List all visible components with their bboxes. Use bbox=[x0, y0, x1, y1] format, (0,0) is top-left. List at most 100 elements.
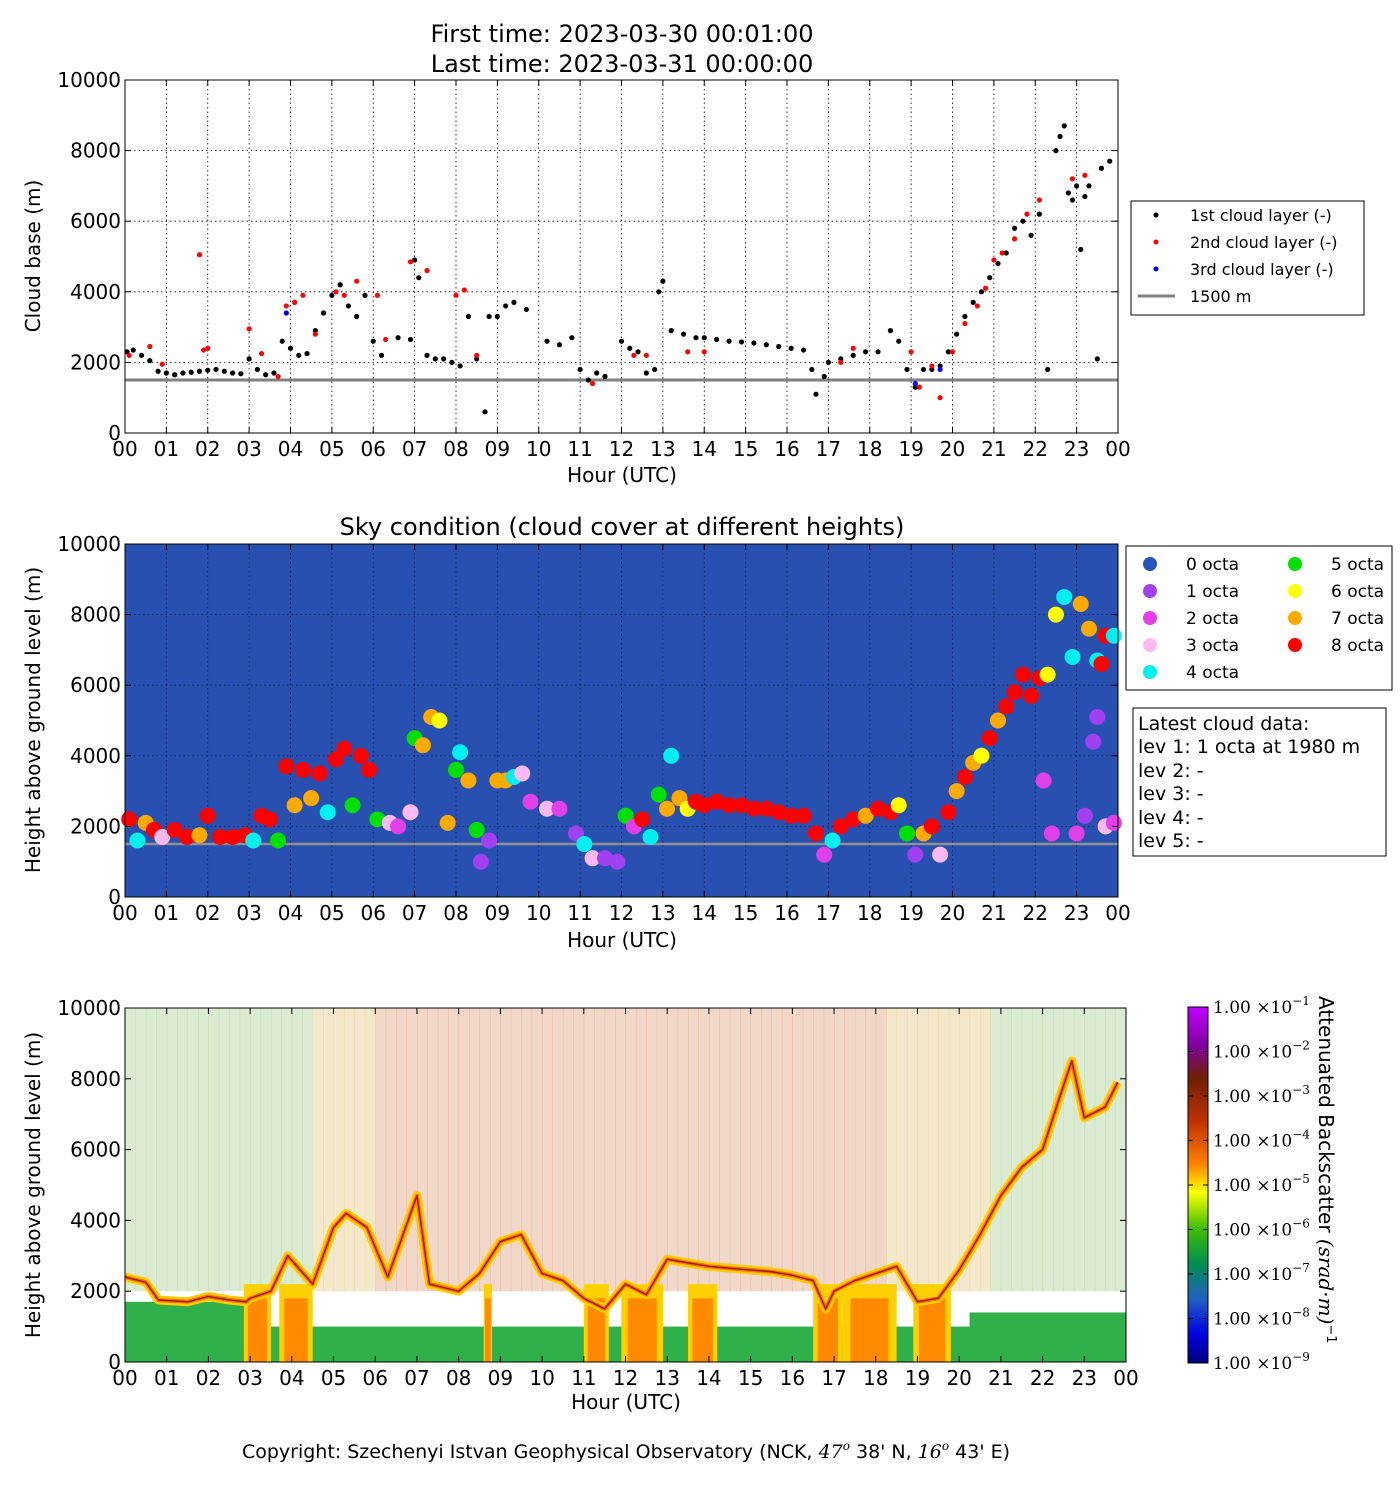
sky-octa-1-point bbox=[1076, 807, 1093, 824]
cloud-layer-1-point bbox=[1053, 148, 1059, 154]
cloud-layer-1-point bbox=[271, 370, 277, 376]
sky-condition-chart: Sky condition (cloud cover at different … bbox=[21, 513, 1393, 952]
boundary-layer-column bbox=[771, 1326, 783, 1362]
cloud-layer-2-point bbox=[275, 373, 281, 380]
sky-noise-column bbox=[854, 1008, 866, 1292]
boundary-layer-column bbox=[1042, 1312, 1054, 1362]
sky-noise-column bbox=[218, 1008, 230, 1292]
sky-octa-8-point bbox=[795, 807, 812, 824]
x-tick-label: 16 bbox=[774, 437, 799, 461]
sky-octa-2-point bbox=[551, 800, 568, 817]
sky-octa-8-point bbox=[721, 797, 738, 814]
sky-octa-2-point bbox=[1043, 825, 1060, 842]
sky-noise-column bbox=[729, 1008, 741, 1292]
x-tick-label: 02 bbox=[196, 1366, 221, 1390]
sky-noise-column bbox=[677, 1008, 689, 1292]
cloud-layer-1-point bbox=[978, 289, 985, 295]
cloud-layer-2-point bbox=[838, 359, 844, 365]
sky-octa-8-point bbox=[940, 804, 957, 821]
cloud-layer-2-point bbox=[701, 349, 707, 355]
sky-octa-8-point bbox=[336, 740, 353, 757]
boundary-layer-column bbox=[489, 1326, 501, 1362]
footer-lon-rest: 43' E) bbox=[949, 1441, 1010, 1463]
cloud-layer-1-point bbox=[1086, 183, 1092, 189]
sky-noise-column bbox=[312, 1008, 324, 1292]
cloud-layer-1-point bbox=[511, 299, 517, 305]
sky-noise-column bbox=[458, 1008, 470, 1292]
sky-noise-column bbox=[260, 1008, 272, 1292]
sky-octa-8-point bbox=[870, 800, 887, 817]
y-tick-label: 10000 bbox=[57, 68, 121, 92]
cloud-layer-1-point bbox=[776, 343, 782, 350]
cloud-layer-1-point bbox=[970, 299, 976, 305]
sky-octa-8-point bbox=[758, 800, 775, 817]
sky-octa-8-point bbox=[261, 811, 278, 828]
sky-octa-8-point bbox=[224, 828, 241, 845]
cloud-layer-1-point bbox=[1074, 183, 1080, 189]
octa-legend-label-2: 2 octa bbox=[1186, 609, 1239, 629]
cloud-base-x-axis-label: Hour (UTC) bbox=[567, 463, 677, 487]
cloud-layer-2-point bbox=[474, 352, 480, 358]
cloud-layer-1-point bbox=[863, 349, 869, 355]
sky-octa-8-point bbox=[179, 828, 196, 845]
sky-octa-1-point bbox=[1089, 708, 1106, 725]
colorbar-tick-exponent: −6 bbox=[1292, 1217, 1310, 1231]
cloud-layer-1-point bbox=[788, 345, 794, 351]
octa-legend-label-3: 3 octa bbox=[1186, 636, 1239, 656]
sky-noise-column bbox=[239, 1008, 251, 1292]
x-tick-label: 03 bbox=[237, 1366, 262, 1390]
sky-noise-column bbox=[270, 1008, 282, 1292]
cloud-layer-2-point bbox=[201, 347, 207, 353]
y-tick-label: 2000 bbox=[70, 350, 121, 374]
sky-octa-8-point bbox=[708, 793, 725, 810]
sky-octa-8-point bbox=[278, 758, 295, 775]
boundary-layer-column bbox=[427, 1326, 439, 1362]
cloud-layer-2-point bbox=[1011, 236, 1018, 242]
boundary-layer-column bbox=[667, 1326, 679, 1362]
sky-noise-column bbox=[364, 1008, 376, 1292]
sky-octa-2-point bbox=[816, 846, 833, 863]
sky-noise-column bbox=[510, 1008, 522, 1292]
sky-octa-8-point bbox=[832, 818, 849, 835]
cloud-layer-1-point bbox=[680, 331, 687, 337]
octa-legend-marker-0 bbox=[1143, 557, 1157, 571]
sky-noise-column bbox=[343, 1008, 355, 1292]
boundary-layer-column bbox=[980, 1312, 991, 1362]
x-tick-label: 09 bbox=[485, 437, 510, 461]
x-tick-label: 18 bbox=[863, 1366, 888, 1390]
x-tick-label: 14 bbox=[692, 901, 717, 925]
cloud-layer-2-point bbox=[383, 336, 389, 343]
sky-noise-column bbox=[1105, 1008, 1117, 1292]
cloud-layer-1-point bbox=[660, 278, 666, 284]
cloud-layer-2-point bbox=[147, 343, 153, 350]
sky-octa-3-point bbox=[402, 804, 419, 821]
x-tick-label: 07 bbox=[402, 437, 427, 461]
boundary-layer-column bbox=[802, 1326, 814, 1362]
sky-octa-2-point bbox=[1068, 825, 1085, 842]
cloud-layer-2-point bbox=[407, 259, 414, 265]
cloud-layer-1-point bbox=[1069, 197, 1076, 203]
boundary-layer-column bbox=[1084, 1312, 1096, 1362]
boundary-layer-column bbox=[969, 1312, 981, 1362]
sky-noise-column bbox=[562, 1008, 574, 1292]
cloud-layer-1-point bbox=[809, 366, 815, 373]
sky-noise-column bbox=[1094, 1008, 1106, 1292]
sky-noise-column bbox=[834, 1008, 845, 1292]
boundary-layer-column bbox=[552, 1326, 564, 1362]
backscatter-x-axis-label: Hour (UTC) bbox=[571, 1390, 681, 1414]
cloud-layer-1-point bbox=[287, 345, 294, 351]
octa-legend-label-5: 5 octa bbox=[1331, 555, 1384, 575]
boundary-layer-column bbox=[1021, 1312, 1033, 1362]
sky-noise-column bbox=[1053, 1008, 1064, 1292]
cloud-layer-1-point bbox=[1028, 232, 1034, 238]
cloud-layer-2-point bbox=[974, 303, 980, 309]
sky-octa-5-point bbox=[448, 761, 464, 778]
cloud-layer-1-point bbox=[887, 328, 894, 334]
sky-noise-column bbox=[156, 1008, 168, 1292]
sky-octa-4-point bbox=[1105, 627, 1122, 644]
y-tick-label: 0 bbox=[108, 885, 121, 909]
sky-noise-column bbox=[917, 1008, 929, 1292]
cloud-layer-2-point bbox=[643, 352, 649, 358]
sky-octa-7-point bbox=[990, 712, 1007, 729]
boundary-layer-column bbox=[521, 1326, 533, 1362]
